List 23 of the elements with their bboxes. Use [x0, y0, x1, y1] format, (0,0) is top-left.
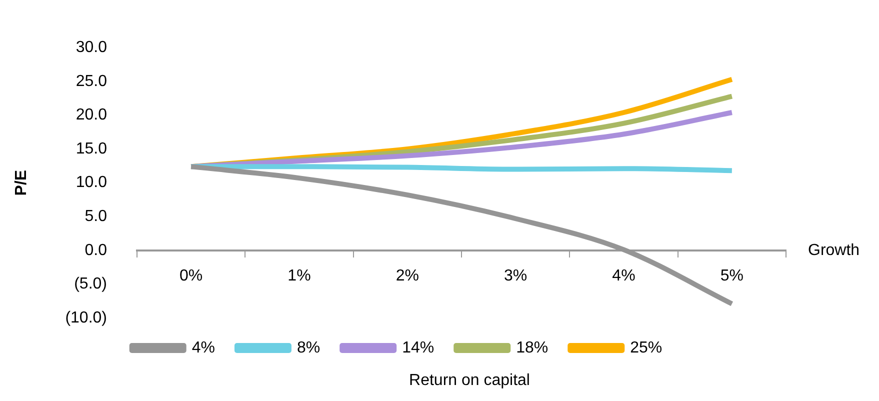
y-tick-label: (5.0)	[74, 276, 107, 293]
y-tick-label: 10.0	[76, 174, 108, 192]
y-tick-label: 15.0	[76, 140, 108, 158]
legend-label: 18%	[516, 339, 548, 356]
y-tick-label: 30.0	[76, 39, 108, 56]
y-tick-label: 25.0	[76, 72, 108, 90]
x-axis-title: Growth	[808, 242, 860, 259]
x-tick-label: 1%	[288, 267, 311, 284]
x-tick-label: 4%	[612, 267, 636, 284]
x-tick-label: 2%	[396, 267, 419, 284]
legend-label: 8%	[296, 339, 320, 356]
legend-label: 25%	[630, 339, 662, 356]
y-axis-title: P/E	[13, 170, 30, 196]
legend-title: Return on capital	[408, 372, 531, 390]
y-tick-label: 20.0	[76, 106, 108, 124]
y-tick-label: 0.0	[84, 242, 108, 259]
x-tick-label: 0%	[180, 267, 203, 284]
y-tick-label: 5.0	[84, 208, 108, 226]
legend-label: 4%	[192, 339, 215, 356]
legend-label: 14%	[402, 339, 434, 356]
x-tick-label: 3%	[504, 267, 528, 284]
y-tick-label: (10.0)	[65, 309, 107, 326]
x-tick-label: 5%	[720, 267, 744, 284]
